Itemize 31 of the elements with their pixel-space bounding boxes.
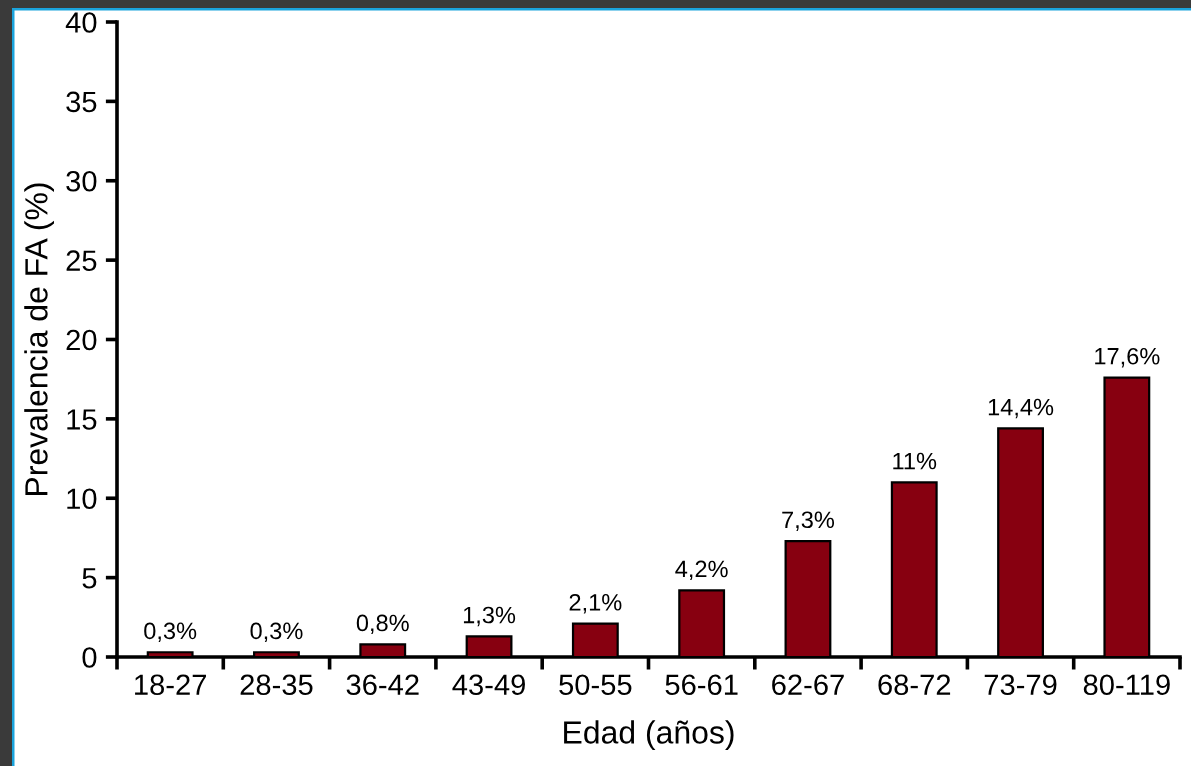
data-label: 7,3% [782, 511, 835, 531]
x-tick-label: 36-42 [346, 674, 419, 696]
x-tick-label: 56-61 [665, 674, 738, 696]
data-label: 0,3% [250, 622, 303, 643]
data-label: 17,6% [1095, 347, 1160, 368]
data-label: 1,3% [463, 606, 516, 627]
y-tick-label: 35 [66, 91, 97, 113]
data-label: 4,2% [675, 560, 728, 581]
y-tick-label: 0 [82, 647, 97, 668]
data-label: 14,4% [988, 398, 1054, 419]
x-tick-label: 80-119 [1083, 674, 1170, 696]
y-axis-title: Prevalencia de FA (%) [24, 183, 54, 495]
data-label: 0,8% [356, 614, 409, 635]
data-label: 11% [893, 452, 937, 470]
y-tick-label: 10 [67, 488, 97, 510]
y-tick-label: 20 [66, 329, 97, 351]
x-axis-title: Edad (años) [564, 720, 734, 751]
x-tick-label: 62-67 [772, 674, 844, 696]
y-tick-label: 30 [66, 170, 97, 192]
x-tick-label: 68-72 [878, 674, 951, 696]
y-tick-label: 15 [67, 409, 97, 430]
data-label: 0,3% [144, 622, 197, 643]
y-tick-label: 40 [65, 12, 97, 33]
x-tick-label: 50-55 [559, 674, 632, 696]
data-label: 2,1% [569, 593, 622, 614]
y-tick-label: 5 [82, 568, 97, 589]
x-tick-label: 18-27 [135, 674, 206, 696]
y-tick-label: 25 [66, 250, 97, 271]
x-tick-label: 73-79 [984, 674, 1057, 696]
x-tick-label: 43-49 [452, 674, 525, 696]
x-tick-label: 28-35 [240, 674, 313, 696]
